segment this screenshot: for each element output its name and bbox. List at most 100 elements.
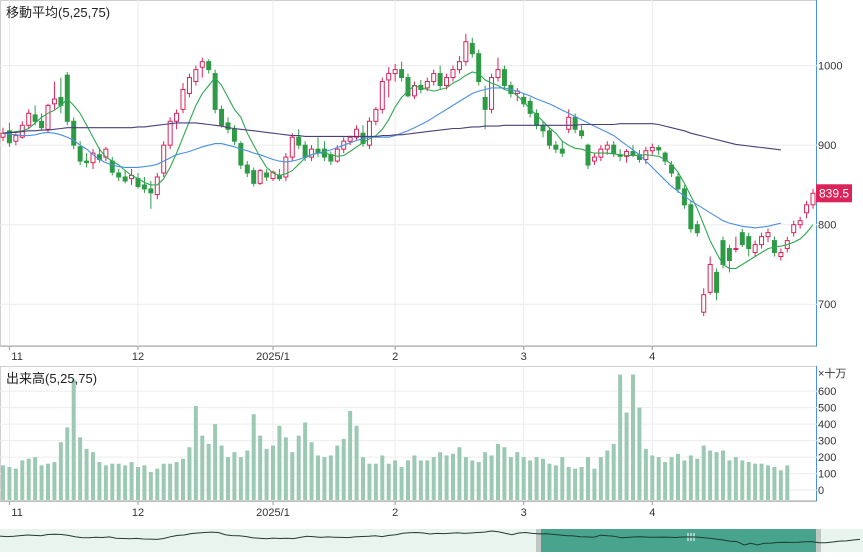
candle-body-up: [354, 128, 360, 138]
volume-bar: [322, 457, 327, 500]
candle-body-up: [45, 104, 51, 130]
candle: [257, 169, 263, 185]
candle-body-up: [386, 73, 392, 81]
volume-bar: [168, 463, 173, 500]
volume-bar: [361, 457, 365, 500]
candle-body-down: [681, 188, 687, 206]
candle: [495, 57, 501, 82]
volume-bar: [463, 457, 468, 500]
volume-bar: [701, 445, 706, 500]
volume-bar: [573, 468, 578, 500]
volume-bar: [309, 442, 314, 500]
candle: [186, 73, 192, 98]
volume-unit-label: ×十万: [818, 366, 846, 380]
candle-body-up: [424, 81, 430, 89]
volume-bar: [746, 462, 751, 500]
candle: [681, 184, 687, 209]
candle: [456, 56, 462, 74]
price-x-tick-label: 4: [649, 351, 655, 363]
candle: [604, 141, 610, 155]
candle-body-down: [32, 114, 38, 122]
navigator-right-handle[interactable]: [816, 529, 821, 552]
candle-body-up: [797, 220, 803, 226]
candle: [746, 232, 752, 257]
volume-bar: [541, 458, 545, 500]
candle: [399, 61, 405, 82]
candle: [51, 81, 57, 110]
navigator-selected-range[interactable]: [539, 529, 818, 552]
volume-y-tick-label: 500: [818, 403, 836, 415]
volume-bar: [348, 410, 353, 500]
candle: [476, 49, 482, 86]
candle-body-up: [26, 112, 32, 126]
candle: [238, 141, 244, 170]
candle: [219, 105, 225, 128]
candle: [591, 153, 597, 166]
candle-body-up: [444, 77, 450, 87]
candle-body-down: [437, 73, 443, 87]
candle: [39, 113, 45, 131]
candle-body-up: [778, 252, 784, 258]
candle: [797, 216, 803, 229]
candle: [167, 117, 173, 150]
candle: [206, 59, 212, 74]
candle-body-down: [148, 188, 154, 194]
candle-body-down: [559, 148, 565, 154]
navigator-left-handle[interactable]: [536, 529, 541, 552]
volume-bar: [778, 470, 783, 500]
candle: [791, 220, 797, 237]
volume-bar: [631, 374, 635, 500]
candle-body-up: [431, 73, 437, 83]
volume-bar: [489, 455, 494, 500]
volume-bar: [367, 463, 372, 500]
volume-bar: [155, 468, 160, 500]
volume-bar: [296, 435, 301, 500]
candle-body-up: [804, 204, 810, 214]
candle: [759, 232, 765, 249]
volume-bar: [521, 457, 526, 500]
volume-bar: [502, 447, 507, 500]
candle-body-down: [71, 120, 77, 146]
volume-bar: [721, 450, 725, 500]
volume-bar: [258, 435, 263, 500]
candle-body-down: [611, 144, 617, 154]
volume-bar: [496, 443, 500, 500]
candle-body-down: [84, 160, 90, 164]
candle: [251, 167, 257, 187]
candle: [707, 256, 713, 295]
volume-bar: [618, 374, 623, 500]
volume-bar: [245, 450, 250, 500]
candle-body-up: [154, 176, 160, 195]
price-x-axis: 11 12 2025/1 2 3 4: [8, 346, 655, 363]
candle-body-up: [791, 224, 797, 234]
candle: [122, 170, 128, 184]
candle-body-up: [309, 148, 315, 158]
candle-body-up: [347, 136, 353, 142]
candle-body-down: [109, 160, 115, 173]
candle: [84, 153, 90, 168]
candle: [148, 180, 154, 209]
candle: [32, 105, 38, 126]
volume-bar: [682, 460, 687, 500]
volume-bar: [174, 462, 179, 500]
range-navigator[interactable]: [0, 529, 863, 552]
volume-bar: [669, 457, 674, 500]
candle-body-down: [302, 144, 308, 158]
price-grid: [0, 0, 817, 346]
candle-body-down: [476, 53, 482, 83]
candle: [424, 77, 430, 92]
candle: [694, 220, 700, 237]
candle-body-up: [566, 116, 572, 130]
volume-x-tick-label: 3: [521, 507, 527, 519]
volume-bar: [553, 465, 558, 500]
candle-body-up: [379, 81, 385, 110]
price-plot-area: [0, 0, 817, 346]
candle-body-down: [264, 172, 270, 178]
volume-bar: [393, 460, 398, 500]
volume-bar: [335, 445, 340, 500]
candle: [521, 93, 527, 107]
candle-body-down: [726, 248, 732, 261]
candle-body-down: [714, 271, 720, 293]
volume-x-tick-label: 2025/1: [256, 507, 290, 519]
candle-body-up: [199, 61, 205, 68]
